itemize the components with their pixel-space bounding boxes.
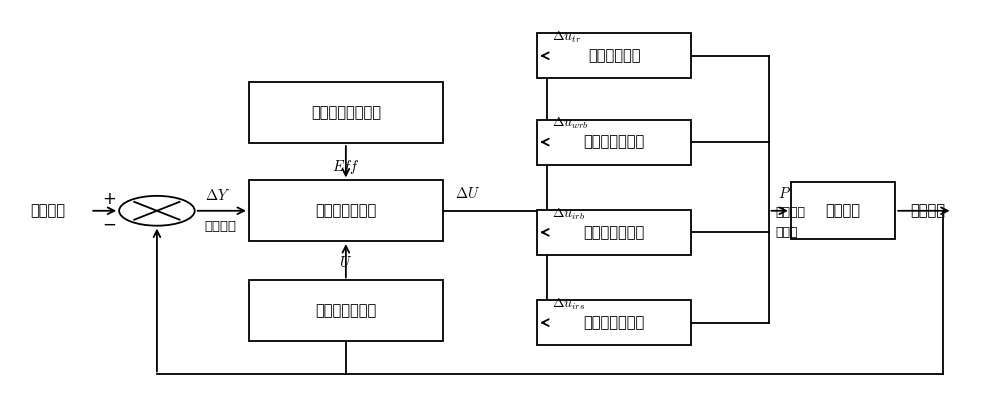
Text: 轧辊倾斜控制: 轧辊倾斜控制 <box>588 48 641 63</box>
Text: $\mathit{Eff}$: $\mathit{Eff}$ <box>332 158 360 176</box>
Bar <box>249 180 443 241</box>
Bar <box>537 300 691 345</box>
Text: 测量板形: 测量板形 <box>910 203 945 218</box>
Bar <box>249 82 443 143</box>
Text: 调节机构: 调节机构 <box>775 206 805 219</box>
Text: +: + <box>102 190 116 208</box>
Text: 设定值: 设定值 <box>775 226 798 239</box>
Text: 板形调控功效系数: 板形调控功效系数 <box>311 105 381 120</box>
Text: 多变量优化模型: 多变量优化模型 <box>315 203 376 218</box>
Text: 板形偏差: 板形偏差 <box>205 220 237 233</box>
Text: $\Delta u_{tr}$: $\Delta u_{tr}$ <box>552 29 581 45</box>
Text: 中间辊横移控制: 中间辊横移控制 <box>584 315 645 330</box>
Text: 工作辊弯辊控制: 工作辊弯辊控制 <box>584 135 645 150</box>
Text: $\Delta u_{irs}$: $\Delta u_{irs}$ <box>552 297 585 312</box>
Text: 辊缝形貌: 辊缝形貌 <box>826 203 861 218</box>
Bar <box>537 210 691 255</box>
Text: $U$: $U$ <box>339 255 352 270</box>
Bar <box>537 33 691 78</box>
Text: 调节机构实际值: 调节机构实际值 <box>315 303 376 318</box>
Bar <box>791 182 895 239</box>
Text: $\Delta u_{irb}$: $\Delta u_{irb}$ <box>552 206 585 222</box>
Text: 中间辊弯辊控制: 中间辊弯辊控制 <box>584 225 645 240</box>
Bar <box>249 281 443 341</box>
Text: 目标板形: 目标板形 <box>31 203 66 218</box>
Bar <box>537 119 691 165</box>
Text: $\Delta u_{wrb}$: $\Delta u_{wrb}$ <box>552 116 589 131</box>
Text: $\Delta Y$: $\Delta Y$ <box>205 187 230 203</box>
Text: $\Delta U$: $\Delta U$ <box>455 185 480 201</box>
Text: $P$: $P$ <box>778 185 791 201</box>
Text: −: − <box>102 215 116 234</box>
